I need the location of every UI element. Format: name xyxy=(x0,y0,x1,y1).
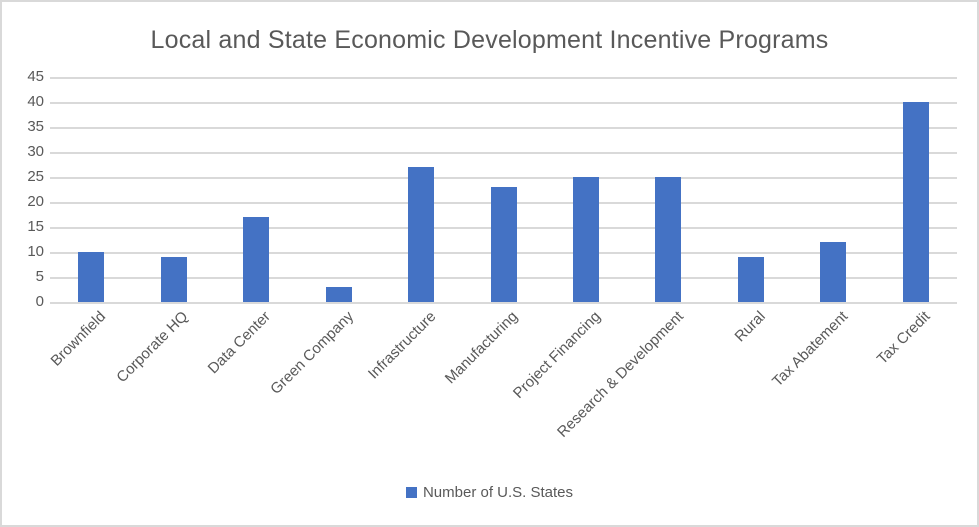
gridline xyxy=(50,102,957,104)
bar-green-company xyxy=(325,287,352,302)
gridline xyxy=(50,152,957,154)
y-tick-label: 15 xyxy=(27,218,44,235)
legend: Number of U.S. States xyxy=(2,484,977,501)
x-axis-label: Project Financing xyxy=(510,308,604,402)
x-axis-label: Infrastructure xyxy=(364,308,440,383)
x-axis-label: Brownfield xyxy=(47,308,110,370)
y-tick-label: 20 xyxy=(27,193,44,210)
bar-infrastructure xyxy=(408,167,435,302)
plot-area xyxy=(50,77,957,304)
y-tick-label: 10 xyxy=(27,243,44,260)
x-axis-label: Rural xyxy=(731,308,769,346)
bar-brownfield xyxy=(78,252,105,302)
y-tick-label: 5 xyxy=(35,268,44,285)
gridline xyxy=(50,127,957,129)
bar-project-financing xyxy=(572,177,599,302)
y-tick-label: 45 xyxy=(27,68,44,85)
y-tick-label: 35 xyxy=(27,118,44,135)
bar-research-development xyxy=(655,177,682,302)
y-tick-label: 25 xyxy=(27,168,44,185)
gridline xyxy=(50,177,957,179)
bar-rural xyxy=(737,257,764,302)
y-axis: 0 5 10 15 20 25 30 35 40 45 xyxy=(2,2,44,525)
gridline xyxy=(50,77,957,79)
legend-swatch-icon xyxy=(405,487,417,498)
x-axis-label: Tax Abatement xyxy=(769,308,852,391)
x-axis-label: Manufacturing xyxy=(442,308,522,388)
x-axis-label: Corporate HQ xyxy=(113,308,192,387)
y-tick-label: 30 xyxy=(27,143,44,160)
y-tick-label: 40 xyxy=(27,93,44,110)
x-axis-label: Green Company xyxy=(266,308,357,398)
bar-corporate-hq xyxy=(160,257,187,302)
y-tick-label: 0 xyxy=(35,293,44,310)
bar-manufacturing xyxy=(490,187,517,302)
x-axis-line xyxy=(50,302,957,304)
bar-tax-abatement xyxy=(820,242,847,302)
chart-title: Local and State Economic Development Inc… xyxy=(150,26,829,54)
x-axis-label: Tax Credit xyxy=(874,308,934,368)
x-axis-label: Data Center xyxy=(204,308,275,378)
legend-label: Number of U.S. States xyxy=(422,484,574,501)
bar-data-center xyxy=(243,217,270,302)
bar-tax-credit xyxy=(902,102,929,302)
